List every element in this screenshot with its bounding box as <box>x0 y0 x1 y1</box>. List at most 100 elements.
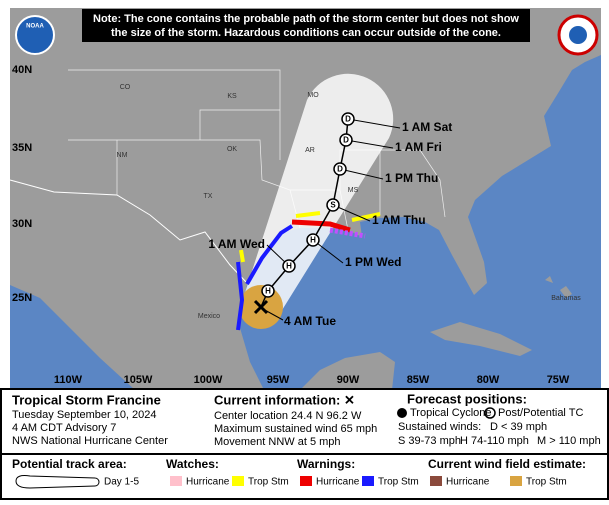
yucatan <box>300 352 395 390</box>
info-text: Movement NNW at 5 mph <box>214 436 341 448</box>
time-label: 4 AM Tue <box>284 314 336 328</box>
time-label: 1 AM Wed <box>208 237 265 251</box>
ts-watch <box>239 211 381 263</box>
note-box <box>82 9 530 42</box>
point-symbol: D <box>337 165 343 174</box>
point-symbol: S <box>330 201 336 210</box>
forecast-point <box>306 233 320 247</box>
swatch <box>170 476 182 486</box>
info-text: Hurricane <box>186 477 230 488</box>
lat-label: 35N <box>12 142 32 154</box>
place-label: MS <box>348 187 359 194</box>
point-symbol: H <box>286 262 292 271</box>
lon-label: 90W <box>337 374 360 386</box>
info-text: NWS National Hurricane Center <box>12 435 168 447</box>
pacific <box>10 285 135 390</box>
swatch <box>510 476 522 486</box>
post-tc-icon <box>484 407 496 419</box>
bahamas <box>545 276 572 298</box>
cone <box>242 73 394 324</box>
info-text: H 74-110 mph <box>460 435 529 447</box>
noaa-logo <box>15 15 55 55</box>
info-text: Trop Stm <box>526 477 567 488</box>
info-text: Potential track area: <box>12 457 127 471</box>
ts-warning <box>245 224 294 285</box>
border <box>9 179 248 284</box>
info-text: S 39-73 mph <box>398 435 461 447</box>
tc-icon <box>397 408 407 418</box>
lat-label: 40N <box>12 64 32 76</box>
info-text: Center location 24.4 N 96.2 W <box>214 410 362 422</box>
note: the size of the storm. Hazardous conditi… <box>111 27 501 39</box>
time-label: 1 PM Wed <box>345 255 401 269</box>
point-symbol: D <box>343 136 349 145</box>
place-label: AR <box>305 147 315 154</box>
forecast-point <box>326 198 340 212</box>
forecast-point <box>341 112 355 126</box>
info-text: Hurricane <box>446 477 490 488</box>
info-text: Trop Stm <box>248 477 289 488</box>
current-position <box>253 299 269 315</box>
point-symbol: D <box>345 115 351 124</box>
time-label: 1 AM Sat <box>402 120 452 134</box>
info-text: Maximum sustained wind 65 mph <box>214 423 377 435</box>
place-label: Bahamas <box>551 295 581 302</box>
info-text: Tropical Cyclone <box>410 407 492 419</box>
forecast-point <box>333 162 347 176</box>
cone-icon <box>15 475 100 489</box>
place-label: KS <box>227 93 237 100</box>
legend-shapes <box>15 407 522 489</box>
info-text: Tuesday September 10, 2024 <box>12 409 157 421</box>
place-label: NM <box>117 152 128 159</box>
warning-watch <box>329 227 366 239</box>
forecast-point <box>282 259 296 273</box>
hurricane-warning <box>291 219 351 233</box>
time-label: 1 AM Fri <box>395 140 442 154</box>
info-text: 4 AM CDT Advisory 7 <box>12 422 116 434</box>
info-text: Hurricane <box>316 477 360 488</box>
info-text: Trop Stm <box>378 477 419 488</box>
swatch <box>362 476 374 486</box>
leader-line <box>339 168 384 180</box>
leader-line <box>347 118 401 129</box>
place-label: CO <box>120 84 131 91</box>
leader-line <box>345 139 394 149</box>
place-label: TX <box>204 193 213 200</box>
forecast-point <box>339 133 353 147</box>
info-text: Post/Potential TC <box>498 407 583 419</box>
gulf-atlantic <box>240 55 601 390</box>
info-text: Current wind field estimate: <box>428 457 586 471</box>
info-text: Forecast positions: <box>407 391 527 406</box>
cuba <box>430 322 532 356</box>
info-text: Warnings: <box>297 457 355 471</box>
info-text: M > 110 mph <box>537 435 601 447</box>
info-text: Watches: <box>166 457 219 471</box>
info-text: Sustained winds: <box>398 421 481 433</box>
lat-label: 25N <box>12 292 32 304</box>
ts-warning <box>236 261 245 331</box>
lon-label: 95W <box>267 374 290 386</box>
swatch <box>430 476 442 486</box>
swatch <box>300 476 312 486</box>
swatch <box>232 476 244 486</box>
time-label: 1 AM Thu <box>372 213 426 227</box>
info-text: Day 1-5 <box>104 477 139 488</box>
lon-label: 110W <box>54 374 83 386</box>
info-text: Tropical Storm Francine <box>12 392 161 407</box>
lon-label: 100W <box>194 374 223 386</box>
nws-logo-inner <box>569 26 587 44</box>
lon-label: 85W <box>407 374 430 386</box>
place-label: OK <box>227 146 237 153</box>
info-text: D < 39 mph <box>490 421 547 433</box>
lon-label: 105W <box>124 374 153 386</box>
lat-label: 30N <box>12 218 32 230</box>
noaa-logo-text: NOAA <box>26 24 44 30</box>
place-label: MO <box>307 92 319 99</box>
lon-label: 75W <box>547 374 570 386</box>
note: Note: The cone contains the probable pat… <box>93 13 519 25</box>
point-symbol: H <box>310 236 316 245</box>
leader-line <box>262 308 284 321</box>
place-label: Mexico <box>198 313 220 320</box>
lon-label: 80W <box>477 374 500 386</box>
